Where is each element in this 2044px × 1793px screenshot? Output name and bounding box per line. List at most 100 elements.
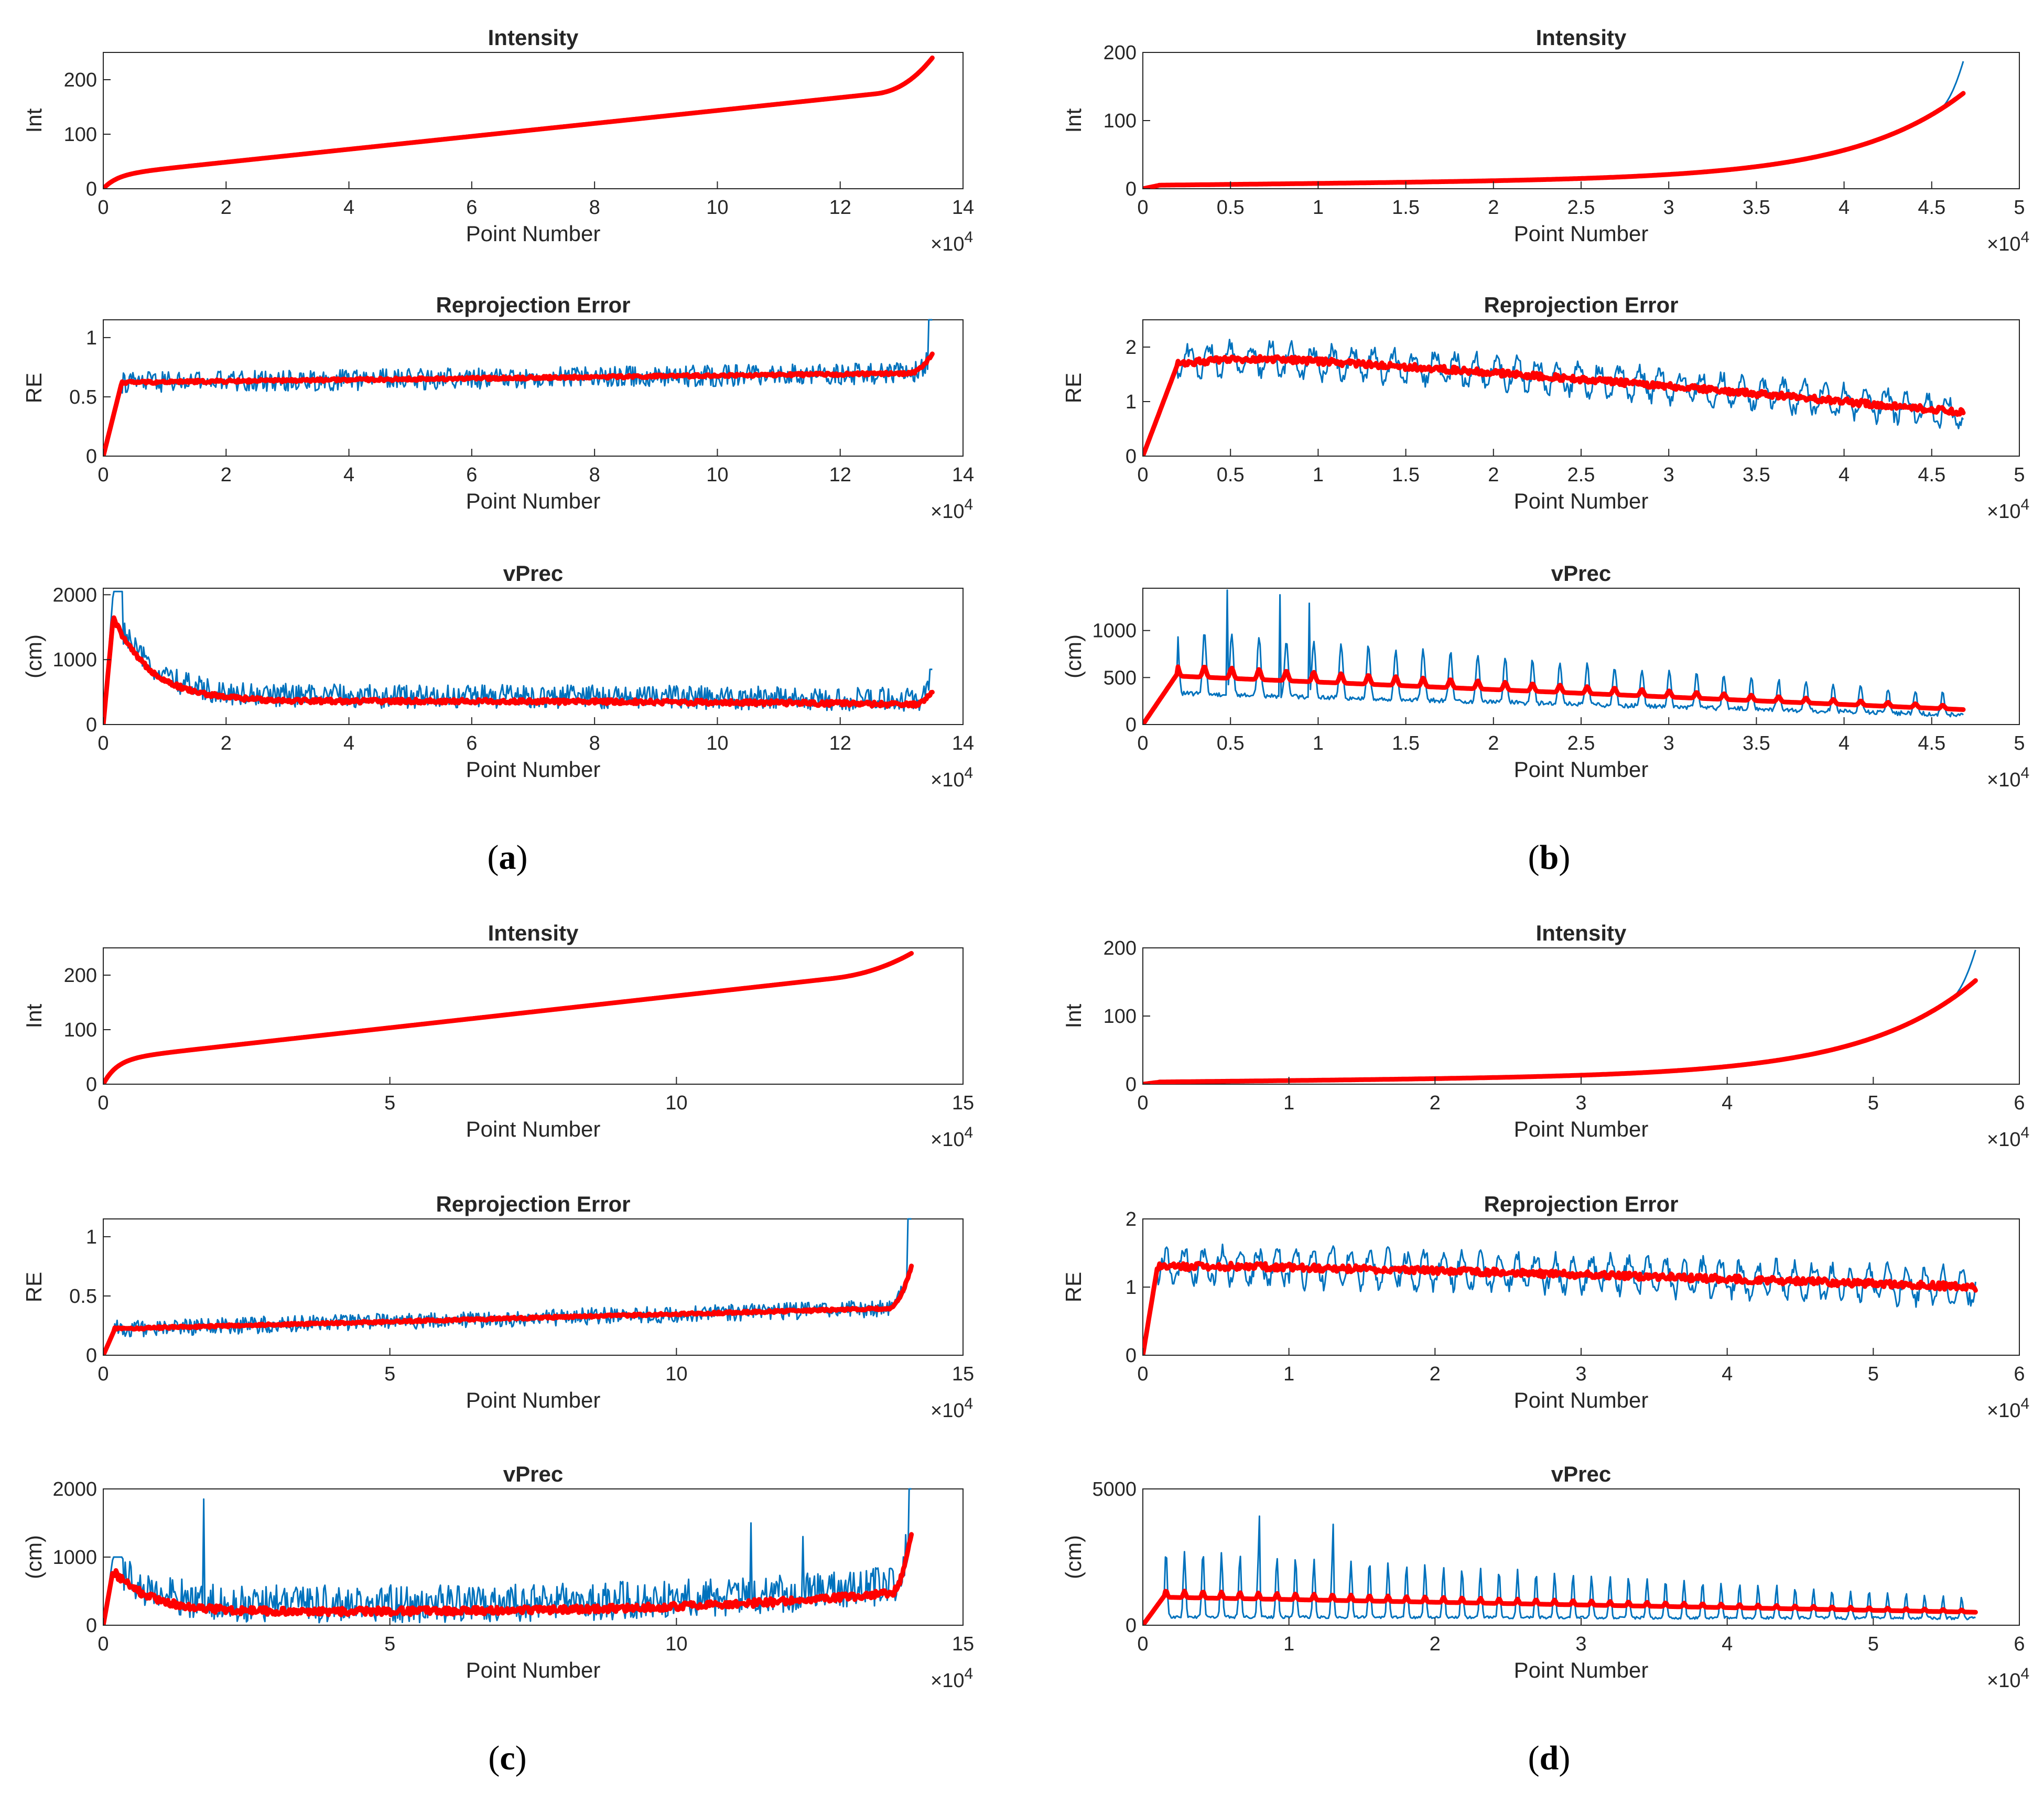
y-tick-label: 500	[1104, 667, 1137, 689]
y-tick-label: 200	[1104, 937, 1137, 959]
y-tick-label: 0	[86, 1345, 97, 1367]
series-smoothed-line	[103, 1532, 914, 1625]
x-exponent-power: 4	[964, 229, 973, 246]
subplot-b-1: 0 0.5 1 1.5 2 2.5 3 3.5 4 4.5 5 0 100 200 Intensity Poi…	[1061, 25, 2029, 255]
x-tick-label: 10	[706, 732, 728, 754]
plot-lines	[1143, 1244, 1978, 1355]
subplot-d-2: 0 1 2 3 4 5 6 0 1 2 Reprojection Error Point Number…	[1061, 1192, 2029, 1422]
x-exponent-base: ×10	[1987, 1400, 2020, 1422]
x-tick-label: 2.5	[1567, 464, 1595, 486]
x-tick-label: 3	[1663, 732, 1674, 754]
y-tick-label: 1	[86, 1226, 97, 1248]
series-smoothed-line	[1143, 1589, 1978, 1625]
y-tick-label: 1000	[52, 1547, 97, 1569]
x-tick-label: 4.5	[1918, 464, 1945, 486]
plot-frame	[103, 52, 964, 189]
x-tick-label: 4	[1722, 1633, 1733, 1655]
x-tick-label: 5	[2014, 197, 2025, 219]
y-tick-label: 0	[1126, 714, 1137, 736]
y-axis-label: (cm)	[21, 1535, 46, 1579]
x-tick-label: 8	[589, 732, 600, 754]
x-tick-label: 1	[1283, 1633, 1294, 1655]
x-tick-label: 8	[589, 197, 600, 219]
x-tick-label: 0	[1137, 1633, 1148, 1655]
x-axis-label: Point Number	[466, 221, 601, 246]
panel-label-c: (c)	[488, 1739, 526, 1777]
plot-lines	[103, 1488, 914, 1625]
x-tick-label: 1	[1313, 732, 1324, 754]
x-tick-label: 5	[384, 1363, 395, 1385]
x-tick-label: 10	[665, 1363, 687, 1385]
chart-title: Intensity	[1536, 921, 1627, 945]
x-axis-label: Point Number	[466, 757, 601, 782]
x-tick-label: 5	[384, 1633, 395, 1655]
x-tick-label: 4	[1722, 1363, 1733, 1385]
x-tick-label: 4	[1838, 197, 1850, 219]
plot-lines	[103, 950, 914, 1084]
y-axis-label: RE	[21, 1272, 46, 1302]
x-axis-label: Point Number	[466, 1388, 601, 1412]
y-tick-label: 0	[86, 178, 97, 200]
y-tick-label: 100	[1104, 1006, 1137, 1028]
plot-frame	[1142, 947, 2020, 1085]
chart-title: Reprojection Error	[436, 293, 630, 317]
subplot-c-1: 0 5 10 15 0 100 200 Intensity Point Number Int ×10…	[21, 921, 974, 1151]
chart-title: Intensity	[488, 25, 579, 50]
x-tick-label: 5	[1868, 1363, 1879, 1385]
y-tick-label: 200	[64, 965, 97, 987]
y-tick-label: 100	[64, 1019, 97, 1041]
x-tick-label: 1.5	[1392, 464, 1420, 486]
y-axis-label: Int	[1061, 1003, 1086, 1028]
y-tick-label: 200	[1104, 42, 1137, 64]
series-smoothed-line	[103, 351, 935, 456]
plot-lines	[1143, 339, 1966, 456]
x-tick-label: 12	[829, 197, 851, 219]
series-smoothed-line	[103, 55, 935, 189]
plot-frame	[103, 947, 964, 1085]
x-tick-label: 2	[221, 197, 232, 219]
x-exponent-base: ×10	[931, 769, 964, 791]
series-smoothed-line	[103, 950, 914, 1084]
x-exponent-base: ×10	[931, 1670, 964, 1692]
y-axis-label: RE	[21, 373, 46, 403]
x-axis-label: Point Number	[1514, 1658, 1649, 1682]
x-exponent-base: ×10	[931, 1129, 964, 1151]
x-tick-label: 3	[1663, 464, 1674, 486]
x-tick-label: 0	[1137, 1363, 1148, 1385]
series-raw-line	[103, 1488, 912, 1625]
x-axis-label: Point Number	[1514, 1117, 1649, 1141]
x-exponent-label: ×104	[931, 496, 973, 523]
x-exponent-base: ×10	[1987, 501, 2020, 523]
x-exponent-label: ×104	[1987, 1124, 2029, 1151]
x-exponent-label: ×104	[931, 229, 973, 255]
x-tick-label: 0	[1137, 464, 1148, 486]
x-exponent-power: 4	[964, 764, 973, 782]
x-tick-label: 0	[1137, 732, 1148, 754]
x-exponent-power: 4	[2020, 496, 2029, 513]
x-tick-label: 8	[589, 464, 600, 486]
y-axis-label: (cm)	[1061, 1535, 1086, 1579]
x-tick-label: 10	[665, 1633, 687, 1655]
plot-frame	[103, 1218, 964, 1356]
y-tick-label: 1	[1126, 391, 1137, 413]
chart-title: Reprojection Error	[436, 1192, 630, 1216]
x-exponent-label: ×104	[1987, 1395, 2029, 1422]
x-exponent-power: 4	[2020, 1665, 2029, 1682]
x-tick-label: 6	[466, 197, 477, 219]
x-exponent-power: 4	[2020, 229, 2029, 246]
x-tick-label: 3	[1575, 1363, 1586, 1385]
series-raw-line	[1143, 1515, 1976, 1625]
x-tick-label: 12	[829, 732, 851, 754]
x-tick-label: 10	[706, 197, 728, 219]
series-smoothed-line	[1143, 978, 1978, 1084]
x-axis-label: Point Number	[1514, 221, 1649, 246]
plot-lines	[103, 319, 935, 456]
x-exponent-label: ×104	[931, 1665, 973, 1692]
x-tick-label: 0	[1137, 1092, 1148, 1114]
x-tick-label: 0	[98, 1633, 109, 1655]
plot-lines	[1143, 1515, 1978, 1625]
x-tick-label: 1.5	[1392, 732, 1420, 754]
plot-frame	[103, 1488, 964, 1626]
